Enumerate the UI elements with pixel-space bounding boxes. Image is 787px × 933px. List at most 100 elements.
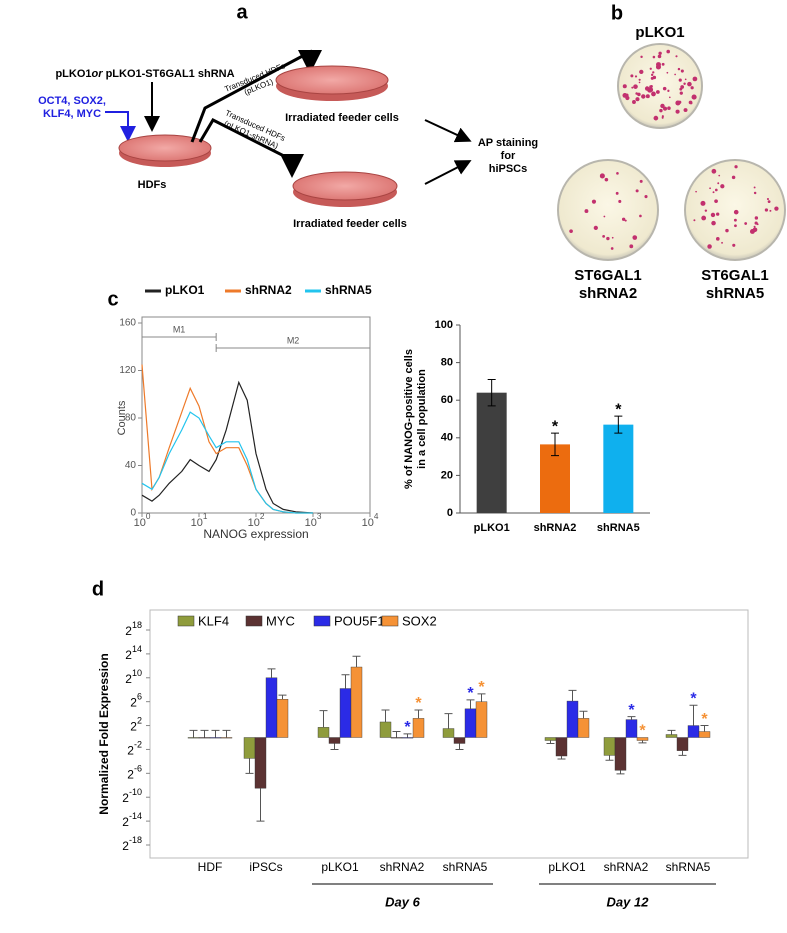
cells-label: HDFs — [138, 179, 167, 191]
x-tick-label: shRNA5 — [597, 522, 640, 534]
bar — [603, 424, 634, 513]
colony — [602, 234, 606, 238]
bar — [276, 699, 289, 738]
colony — [756, 223, 759, 226]
colony — [650, 76, 654, 80]
error-bar — [477, 693, 486, 702]
colony — [700, 200, 706, 206]
colony — [710, 212, 716, 218]
bar — [254, 737, 267, 789]
x-tick-label: shRNA2 — [604, 860, 649, 874]
legend-label: MYC — [266, 613, 295, 628]
colony — [678, 78, 682, 82]
y-tick-label: 160 — [119, 318, 136, 329]
colony — [674, 73, 676, 76]
colony — [584, 209, 589, 214]
arrow — [198, 118, 304, 178]
colony — [615, 191, 619, 195]
error-bar — [392, 731, 401, 738]
y-tick-label: 80 — [441, 357, 453, 369]
error-bar — [381, 709, 390, 722]
histogram-line — [141, 411, 313, 514]
legend-swatch — [245, 615, 263, 627]
bar — [379, 721, 392, 738]
arrow — [190, 49, 322, 143]
colony — [606, 236, 610, 241]
colony — [650, 73, 654, 77]
y-axis-label: in a cell population — [416, 369, 428, 469]
colony — [661, 62, 665, 66]
y-tick-label: 218 — [125, 620, 142, 638]
colony — [625, 95, 630, 101]
histogram-line — [141, 364, 313, 514]
colony — [637, 92, 641, 97]
y-axis-label: Counts — [116, 400, 128, 435]
bar — [577, 718, 590, 738]
colony — [678, 100, 682, 104]
colony — [695, 190, 697, 193]
bar — [198, 737, 211, 739]
significance: * — [478, 679, 485, 696]
colony — [766, 197, 770, 201]
dish — [292, 171, 398, 207]
connector: or — [92, 68, 104, 80]
colony — [639, 69, 644, 75]
x-axis-label: NANOG expression — [203, 527, 308, 541]
error-bar — [638, 740, 647, 744]
bar — [243, 737, 256, 759]
colony — [603, 215, 606, 218]
colony — [679, 91, 683, 95]
y-tick-label: 60 — [441, 394, 453, 406]
colony — [632, 100, 636, 104]
y-tick-label: 0 — [130, 508, 136, 519]
panel-label: d — [92, 578, 104, 600]
factors: KLF4, MYC — [43, 108, 101, 120]
colony — [639, 214, 642, 218]
significance: * — [628, 702, 635, 719]
plate-label: pLKO1 — [635, 24, 684, 41]
colony — [767, 200, 771, 204]
bar — [265, 677, 278, 738]
readout: for — [501, 150, 516, 162]
legend-swatch — [177, 615, 195, 627]
x-tick-label: pLKO1 — [548, 860, 586, 874]
bar — [220, 737, 233, 739]
legend-swatch — [381, 615, 399, 627]
colony — [632, 235, 638, 240]
colony — [714, 188, 718, 192]
colony — [744, 222, 748, 225]
colony — [635, 97, 640, 102]
colony — [690, 86, 694, 90]
error-bar — [551, 432, 559, 457]
error-bar — [616, 770, 625, 775]
plate-label: shRNA5 — [706, 285, 764, 302]
significance: * — [639, 723, 646, 740]
bar — [390, 737, 403, 739]
y-tick-label: 22 — [130, 716, 142, 734]
colony — [640, 55, 643, 59]
colony — [652, 55, 656, 59]
error-bar — [444, 713, 453, 729]
arrow — [105, 111, 136, 142]
bar — [328, 737, 341, 744]
y-tick-label: 26 — [130, 692, 142, 710]
group-label: Day 12 — [607, 894, 650, 909]
colony — [616, 172, 619, 175]
error-bar — [579, 710, 588, 719]
bar — [614, 737, 627, 771]
colony — [774, 206, 779, 211]
colony — [624, 219, 627, 222]
x-tick-label: 101 — [191, 512, 208, 529]
colony — [599, 173, 605, 179]
plot-frame — [149, 609, 749, 859]
error-bar — [189, 729, 198, 738]
dish — [275, 65, 389, 101]
error-bar — [678, 750, 687, 756]
vector-label: pLKO1or pLKO1-ST6GAL1 shRNA — [55, 68, 234, 80]
colony — [711, 220, 716, 226]
plate-label: ST6GAL1 — [574, 267, 642, 284]
y-tick-label: 2-14 — [122, 811, 142, 829]
legend-swatch — [313, 615, 331, 627]
y-axis-label: Normalized Fold Expression — [97, 653, 111, 814]
colony — [691, 94, 697, 100]
